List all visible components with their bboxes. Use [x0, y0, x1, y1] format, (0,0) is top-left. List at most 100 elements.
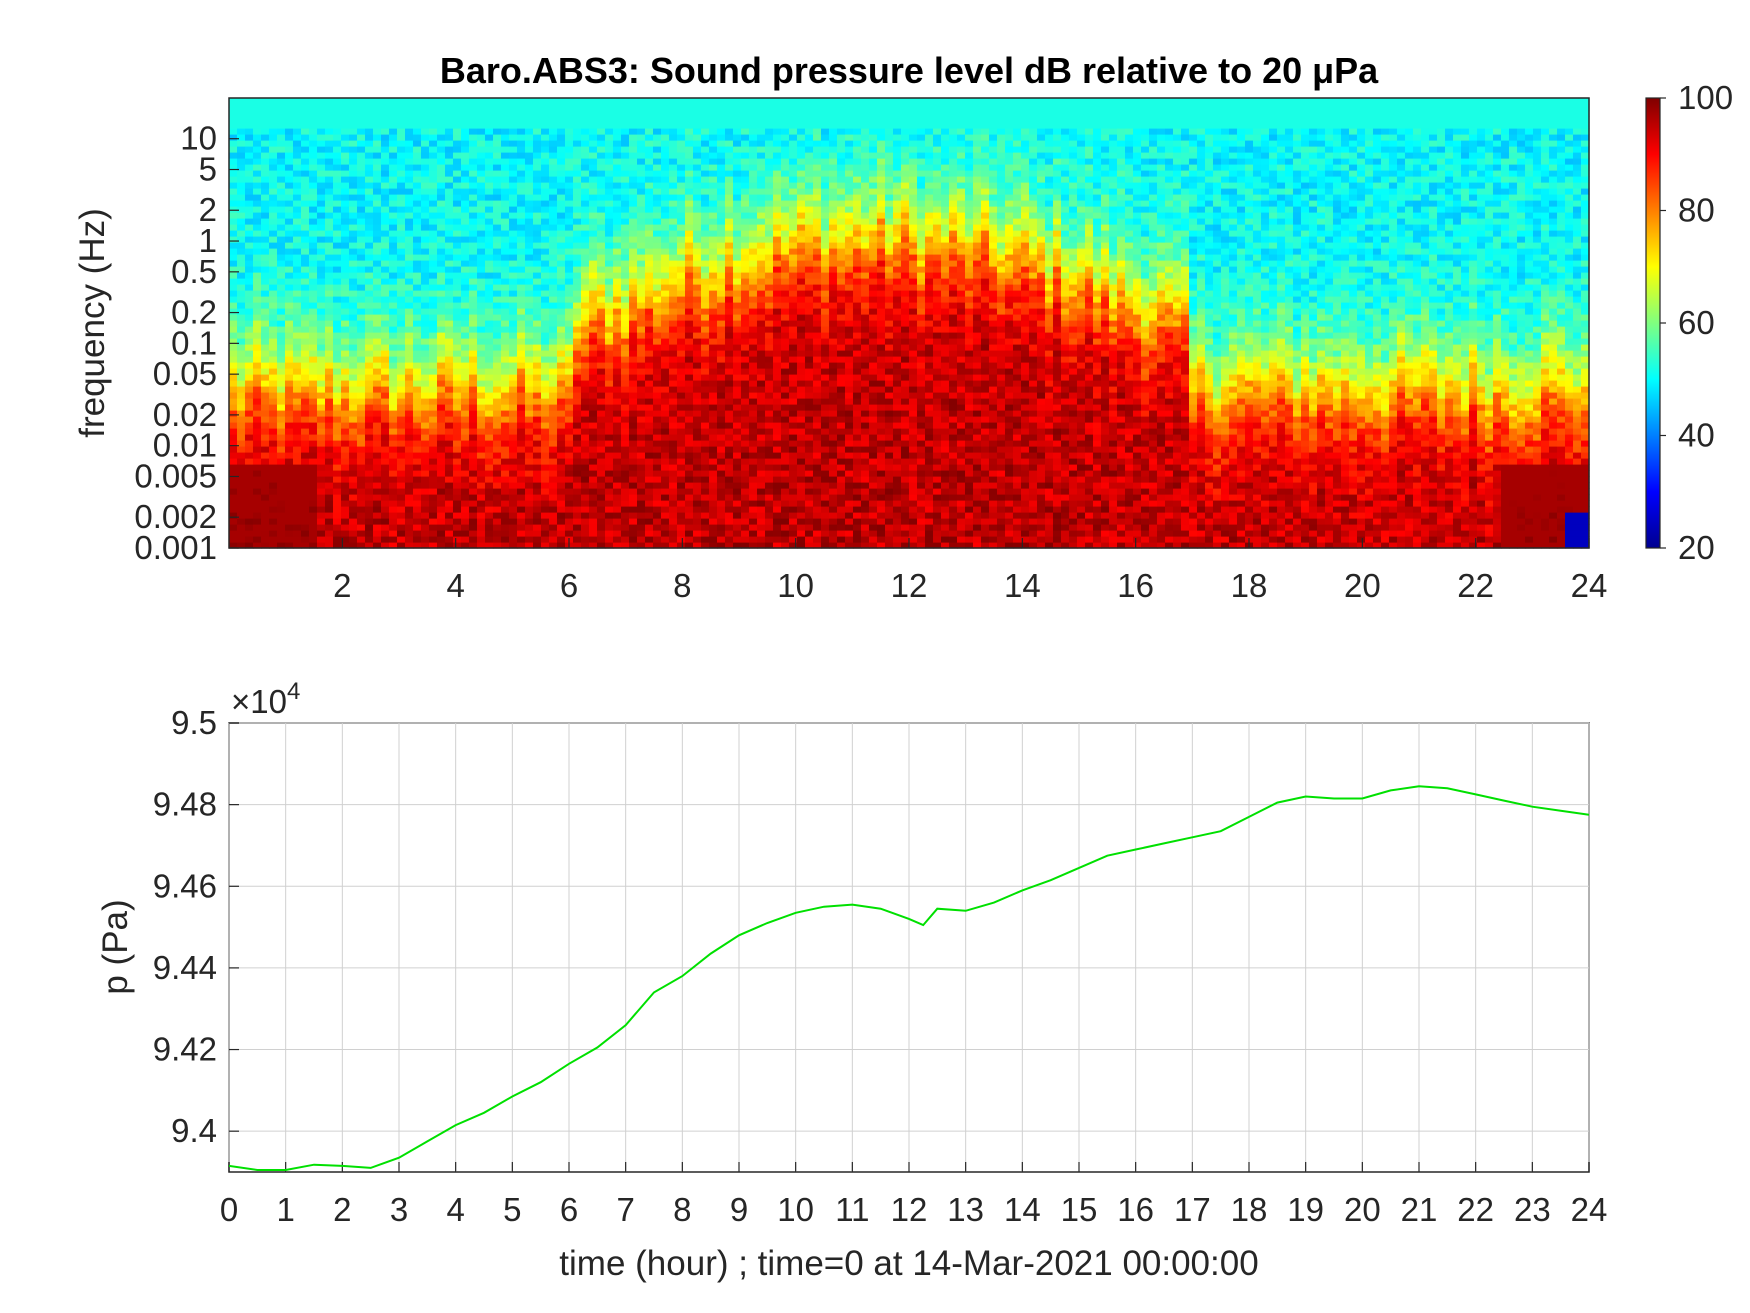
spectrogram-cell [365, 458, 374, 465]
spectrogram-cell [349, 380, 358, 387]
spectrogram-cell [325, 422, 334, 429]
spectrogram-cell [397, 494, 406, 501]
spectrogram-cell [237, 182, 246, 189]
spectrogram-cell [557, 440, 566, 447]
spectrogram-cell [253, 518, 262, 525]
spectrogram-cell [733, 476, 742, 483]
spectrogram-cell [757, 512, 766, 519]
spectrogram-cell [653, 320, 662, 327]
spectrogram-cell [317, 386, 326, 393]
spectrogram-cell [677, 188, 686, 195]
spectrogram-cell [645, 116, 654, 123]
spectrogram-cell [357, 116, 366, 123]
spectrogram-cell [669, 200, 678, 207]
spectrogram-cell [629, 542, 638, 549]
spectrogram-cell [309, 464, 318, 471]
spectrogram-cell [557, 248, 566, 255]
spectrogram-cell [325, 332, 334, 339]
spectrogram-cell [549, 176, 558, 183]
spectrogram-cell [501, 482, 510, 489]
spectrogram-cell [341, 482, 350, 489]
spectrogram-cell [629, 98, 638, 105]
spectrogram-cell [293, 140, 302, 147]
spectrogram-cell [477, 146, 486, 153]
spectrogram-cell [405, 254, 414, 261]
spectrogram-cell [613, 290, 622, 297]
spectrogram-cell [373, 110, 382, 117]
spectrogram-cell [397, 464, 406, 471]
spectrogram-cell [693, 284, 702, 291]
spectrogram-cell [269, 212, 278, 219]
spectrogram-cell [261, 272, 270, 279]
spectrogram-cell [525, 302, 534, 309]
spectrogram-cell [693, 326, 702, 333]
spectrogram-cell [493, 182, 502, 189]
spectrogram-cell [621, 338, 630, 345]
spectrogram-cell [301, 164, 310, 171]
spectrogram-cell [293, 392, 302, 399]
spectrogram-cell [597, 260, 606, 267]
spectrogram-cell [477, 440, 486, 447]
spectrogram-cell [285, 518, 294, 525]
spectrogram-cell [693, 434, 702, 441]
spectrogram-cell [429, 338, 438, 345]
spectrogram-cell [381, 404, 390, 411]
spectrogram-cell [469, 386, 478, 393]
spectrogram-cell [661, 116, 670, 123]
spectrogram-cell [541, 332, 550, 339]
spectrogram-cell [429, 122, 438, 129]
spectrogram-cell [629, 404, 638, 411]
spectrogram-cell [405, 224, 414, 231]
spectrogram-cell [389, 476, 398, 483]
spectrogram-cell [621, 368, 630, 375]
spectrogram-cell [293, 518, 302, 525]
spectrogram-cell [261, 152, 270, 159]
spectrogram-cell [405, 452, 414, 459]
spectrogram-cell [693, 362, 702, 369]
spectrogram-cell [637, 284, 646, 291]
spectrogram-cell [573, 170, 582, 177]
spectrogram-cell [477, 266, 486, 273]
spectrogram-cell [749, 218, 758, 225]
spectrogram-cell [725, 188, 734, 195]
spectrogram-cell [557, 158, 566, 165]
spectrogram-cell [581, 278, 590, 285]
spectrogram-cell [517, 200, 526, 207]
spectrogram-cell [405, 422, 414, 429]
spectrogram-cell [229, 356, 238, 363]
spectrogram-cell [605, 326, 614, 333]
spectrogram-cell [373, 200, 382, 207]
spectrogram-cell [429, 290, 438, 297]
spectrogram-cell [493, 242, 502, 249]
spectrogram-cell [757, 482, 766, 489]
spectrogram-cell [229, 434, 238, 441]
spectrogram-cell [645, 500, 654, 507]
spectrogram-cell [573, 212, 582, 219]
spectrogram-cell [341, 314, 350, 321]
spectrogram-cell [645, 368, 654, 375]
spectrogram-cell [325, 536, 334, 543]
spectrogram-cell [621, 128, 630, 135]
spectrogram-cell [453, 266, 462, 273]
spectrogram-cell [645, 542, 654, 549]
spectrogram-cell [669, 296, 678, 303]
spectrogram-cell [693, 392, 702, 399]
spectrogram-cell [445, 422, 454, 429]
spectrogram-cell [653, 524, 662, 531]
spectrogram-cell [757, 422, 766, 429]
spectrogram-cell [341, 416, 350, 423]
spectrogram-cell [525, 332, 534, 339]
spectrogram-cell [509, 200, 518, 207]
spectrogram-cell [717, 512, 726, 519]
spectrogram-cell [693, 206, 702, 213]
spectrogram-cell [277, 422, 286, 429]
spectrogram-cell [549, 194, 558, 201]
spectrogram-cell [317, 218, 326, 225]
spectrogram-cell [669, 410, 678, 417]
spectrogram-cell [605, 380, 614, 387]
spectrogram-cell [485, 272, 494, 279]
spectrogram-cell [709, 494, 718, 501]
spectrogram-cell [277, 446, 286, 453]
spectrogram-cell [629, 320, 638, 327]
spectrogram-cell [229, 320, 238, 327]
